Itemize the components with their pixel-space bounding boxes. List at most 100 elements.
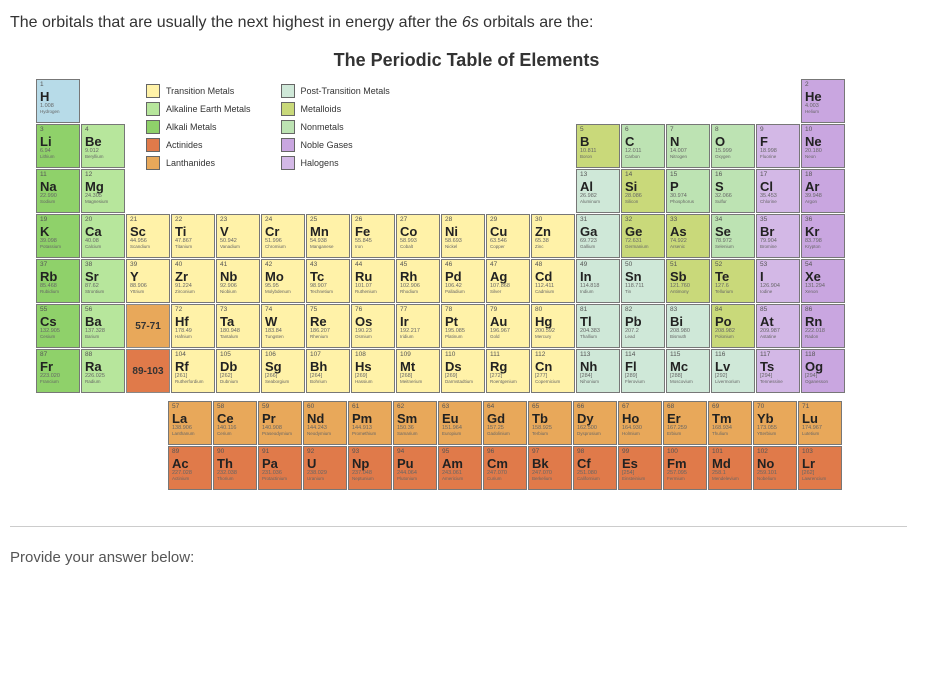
element-name: Chromium <box>265 245 286 250</box>
element-name: Fermium <box>667 477 685 482</box>
element-symbol: Sc <box>130 225 146 238</box>
legend-label: Noble Gases <box>301 140 353 150</box>
element-cell-Y: 39Y88.906Yttrium <box>126 259 170 303</box>
element-name: Boron <box>580 155 592 160</box>
element-cell-Fr: 87Fr223.020Francium <box>36 349 80 393</box>
element-symbol: Sr <box>85 270 99 283</box>
element-symbol: Mc <box>670 360 688 373</box>
element-name: Roentgenium <box>490 380 517 385</box>
element-symbol: Gd <box>487 412 505 425</box>
element-number: 99 <box>622 449 629 456</box>
element-cell-Pm: 61Pm144.913Promethium <box>348 401 392 445</box>
element-cell-He: 2He4.003Helium <box>801 79 845 123</box>
element-name: Protactinium <box>262 477 287 482</box>
element-symbol: Rg <box>490 360 507 373</box>
element-symbol: Ca <box>85 225 102 238</box>
element-number: 32 <box>625 217 632 224</box>
element-number: 98 <box>577 449 584 456</box>
element-symbol: H <box>40 90 49 103</box>
element-name: Arsenic <box>670 245 685 250</box>
element-cell-Pt: 78Pt195.085Platinum <box>441 304 485 348</box>
element-cell-Al: 13Al26.982Aluminum <box>576 169 620 213</box>
element-name: Fluorine <box>760 155 776 160</box>
element-symbol: Ra <box>85 360 102 373</box>
element-symbol: Xe <box>805 270 821 283</box>
element-number: 4 <box>85 127 89 134</box>
element-symbol: Nd <box>307 412 324 425</box>
element-symbol: Bi <box>670 315 683 328</box>
legend-label: Lanthanides <box>166 158 215 168</box>
legend-swatch <box>146 138 160 152</box>
element-name: Lanthanum <box>172 432 195 437</box>
element-name: Argon <box>805 200 817 205</box>
element-number: 72 <box>175 307 182 314</box>
element-cell-Cm: 96Cm247.070Curium <box>483 446 527 490</box>
element-symbol: Cf <box>577 457 591 470</box>
element-number: 56 <box>85 307 92 314</box>
element-cell-Pa: 91Pa231.036Protactinium <box>258 446 302 490</box>
element-cell-Pr: 59Pr140.908Praseodymium <box>258 401 302 445</box>
element-name: Palladium <box>445 290 465 295</box>
element-name: Thorium <box>217 477 234 482</box>
element-number: 83 <box>670 307 677 314</box>
element-cell-Og: 118Og[294]Oganesson <box>801 349 845 393</box>
element-cell-Ne: 10Ne20.180Neon <box>801 124 845 168</box>
element-symbol: La <box>172 412 187 425</box>
element-name: Neodymium <box>307 432 331 437</box>
question-orbital: 6s <box>462 14 479 31</box>
legend-item: Metalloids <box>281 102 390 116</box>
element-cell-Er: 68Er167.259Erbium <box>663 401 707 445</box>
element-name: Erbium <box>667 432 681 437</box>
element-cell-Mg: 12Mg24.305Magnesium <box>81 169 125 213</box>
element-number: 116 <box>715 352 725 359</box>
element-number: 24 <box>265 217 272 224</box>
element-symbol: Mo <box>265 270 284 283</box>
element-cell-Rb: 37Rb85.468Rubidium <box>36 259 80 303</box>
element-cell-Co: 27Co58.993Cobalt <box>396 214 440 258</box>
element-cell-Ra: 88Ra226.025Radium <box>81 349 125 393</box>
element-cell-C: 6C12.011Carbon <box>621 124 665 168</box>
element-number: 21 <box>130 217 137 224</box>
element-number: 100 <box>667 449 678 456</box>
element-number: 74 <box>265 307 272 314</box>
element-number: 9 <box>760 127 764 134</box>
element-cell-H: 1H1.008Hydrogen <box>36 79 80 123</box>
element-number: 79 <box>490 307 497 314</box>
element-cell-Gd: 64Gd157.25Gadolinium <box>483 401 527 445</box>
element-symbol: Cd <box>535 270 552 283</box>
actinide-placeholder: 89-103 <box>126 349 170 393</box>
element-symbol: Br <box>760 225 774 238</box>
element-number: 68 <box>667 404 674 411</box>
element-symbol: Ta <box>220 315 234 328</box>
element-name: Germanium <box>625 245 649 250</box>
legend-item: Alkali Metals <box>146 120 251 134</box>
element-name: Lawrencium <box>802 477 826 482</box>
element-symbol: Es <box>622 457 638 470</box>
element-symbol: Zr <box>175 270 188 283</box>
element-number: 27 <box>400 217 407 224</box>
element-number: 39 <box>130 262 137 269</box>
element-number: 59 <box>262 404 269 411</box>
element-symbol: Cu <box>490 225 507 238</box>
element-cell-Be: 4Be9.012Beryllium <box>81 124 125 168</box>
element-name: Technetium <box>310 290 333 295</box>
element-number: 5 <box>580 127 584 134</box>
element-number: 20 <box>85 217 92 224</box>
element-symbol: No <box>757 457 774 470</box>
element-name: Zirconium <box>175 290 195 295</box>
element-number: 7 <box>670 127 674 134</box>
element-number: 73 <box>220 307 227 314</box>
element-symbol: He <box>805 90 822 103</box>
answer-label: Provide your answer below: <box>10 549 194 566</box>
element-cell-Rg: 111Rg[272]Roentgenium <box>486 349 530 393</box>
element-symbol: Ds <box>445 360 462 373</box>
element-symbol: Rh <box>400 270 417 283</box>
element-number: 115 <box>670 352 680 359</box>
element-symbol: As <box>670 225 687 238</box>
element-symbol: Po <box>715 315 732 328</box>
element-symbol: Cr <box>265 225 279 238</box>
element-cell-Ti: 22Ti47.867Titanium <box>171 214 215 258</box>
element-number: 81 <box>580 307 587 314</box>
lanthanide-row: 57La138.906Lanthanum58Ce140.116Cerium59P… <box>168 401 897 445</box>
element-cell-Cn: 112Cn[277]Copernicium <box>531 349 575 393</box>
